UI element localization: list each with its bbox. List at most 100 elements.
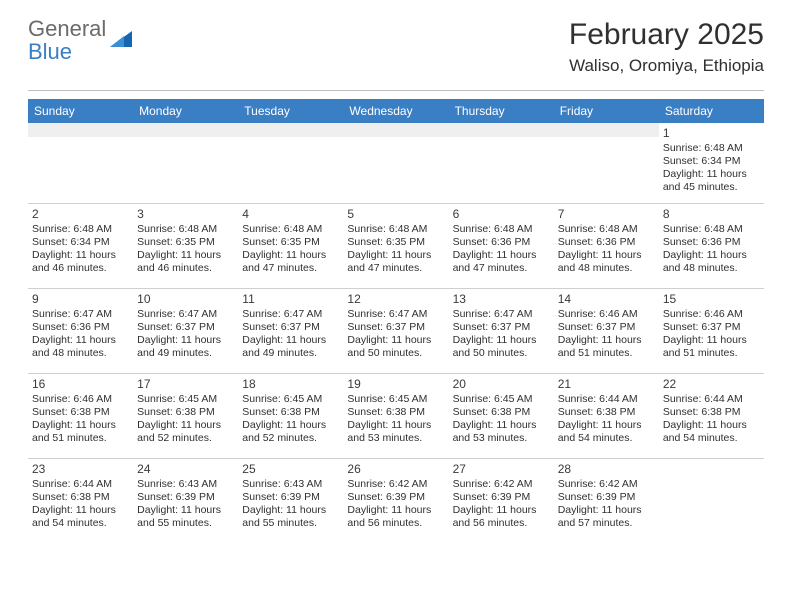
day-cell: 22Sunrise: 6:44 AMSunset: 6:38 PMDayligh…: [659, 374, 764, 458]
sunset-text: Sunset: 6:35 PM: [242, 236, 339, 249]
day-cell: 16Sunrise: 6:46 AMSunset: 6:38 PMDayligh…: [28, 374, 133, 458]
day-number: 25: [242, 462, 339, 477]
sunrise-text: Sunrise: 6:45 AM: [453, 393, 550, 406]
sunset-text: Sunset: 6:36 PM: [32, 321, 129, 334]
day-number: 3: [137, 207, 234, 222]
calendar: Sunday Monday Tuesday Wednesday Thursday…: [28, 99, 764, 543]
day-cell: 25Sunrise: 6:43 AMSunset: 6:39 PMDayligh…: [238, 459, 343, 543]
sunrise-text: Sunrise: 6:48 AM: [558, 223, 655, 236]
day-cell: 28Sunrise: 6:42 AMSunset: 6:39 PMDayligh…: [554, 459, 659, 543]
dayname-sunday: Sunday: [28, 99, 133, 123]
day-number: 24: [137, 462, 234, 477]
logo-text-block: General Blue: [28, 18, 106, 64]
day-number: 9: [32, 292, 129, 307]
sunrise-text: Sunrise: 6:47 AM: [32, 308, 129, 321]
dayname-thursday: Thursday: [449, 99, 554, 123]
sunrise-text: Sunrise: 6:47 AM: [137, 308, 234, 321]
sunset-text: Sunset: 6:38 PM: [453, 406, 550, 419]
day-cell: 15Sunrise: 6:46 AMSunset: 6:37 PMDayligh…: [659, 289, 764, 373]
dayname-monday: Monday: [133, 99, 238, 123]
day-cell: 8Sunrise: 6:48 AMSunset: 6:36 PMDaylight…: [659, 204, 764, 288]
sunrise-text: Sunrise: 6:47 AM: [347, 308, 444, 321]
day-cell: 4Sunrise: 6:48 AMSunset: 6:35 PMDaylight…: [238, 204, 343, 288]
sunset-text: Sunset: 6:37 PM: [347, 321, 444, 334]
daylight-text: Daylight: 11 hours and 48 minutes.: [32, 334, 129, 360]
sunrise-text: Sunrise: 6:44 AM: [32, 478, 129, 491]
sunset-text: Sunset: 6:38 PM: [347, 406, 444, 419]
day-cell: 3Sunrise: 6:48 AMSunset: 6:35 PMDaylight…: [133, 204, 238, 288]
daylight-text: Daylight: 11 hours and 47 minutes.: [347, 249, 444, 275]
day-number: 20: [453, 377, 550, 392]
sunset-text: Sunset: 6:38 PM: [32, 406, 129, 419]
sunrise-text: Sunrise: 6:43 AM: [137, 478, 234, 491]
day-cell: 26Sunrise: 6:42 AMSunset: 6:39 PMDayligh…: [343, 459, 448, 543]
daylight-text: Daylight: 11 hours and 56 minutes.: [347, 504, 444, 530]
day-number: 17: [137, 377, 234, 392]
day-number: 6: [453, 207, 550, 222]
daylight-text: Daylight: 11 hours and 48 minutes.: [663, 249, 760, 275]
daylight-text: Daylight: 11 hours and 54 minutes.: [32, 504, 129, 530]
sunset-text: Sunset: 6:36 PM: [453, 236, 550, 249]
day-number: 2: [32, 207, 129, 222]
sunrise-text: Sunrise: 6:46 AM: [663, 308, 760, 321]
daylight-text: Daylight: 11 hours and 49 minutes.: [137, 334, 234, 360]
day-cell: 24Sunrise: 6:43 AMSunset: 6:39 PMDayligh…: [133, 459, 238, 543]
day-number: 26: [347, 462, 444, 477]
logo-word-general: General: [28, 16, 106, 41]
day-number: 19: [347, 377, 444, 392]
daylight-text: Daylight: 11 hours and 47 minutes.: [242, 249, 339, 275]
day-number: 1: [663, 126, 760, 141]
day-cell: 17Sunrise: 6:45 AMSunset: 6:38 PMDayligh…: [133, 374, 238, 458]
empty-cell: [343, 123, 448, 137]
sunset-text: Sunset: 6:34 PM: [32, 236, 129, 249]
sunrise-text: Sunrise: 6:47 AM: [453, 308, 550, 321]
sunset-text: Sunset: 6:39 PM: [558, 491, 655, 504]
day-cell: 5Sunrise: 6:48 AMSunset: 6:35 PMDaylight…: [343, 204, 448, 288]
daylight-text: Daylight: 11 hours and 51 minutes.: [558, 334, 655, 360]
daylight-text: Daylight: 11 hours and 47 minutes.: [453, 249, 550, 275]
empty-cell: [238, 123, 343, 137]
sunset-text: Sunset: 6:38 PM: [242, 406, 339, 419]
daylight-text: Daylight: 11 hours and 53 minutes.: [453, 419, 550, 445]
daylight-text: Daylight: 11 hours and 52 minutes.: [242, 419, 339, 445]
sunrise-text: Sunrise: 6:42 AM: [453, 478, 550, 491]
sunset-text: Sunset: 6:39 PM: [347, 491, 444, 504]
week-row: 16Sunrise: 6:46 AMSunset: 6:38 PMDayligh…: [28, 373, 764, 458]
daylight-text: Daylight: 11 hours and 54 minutes.: [558, 419, 655, 445]
daylight-text: Daylight: 11 hours and 56 minutes.: [453, 504, 550, 530]
daylight-text: Daylight: 11 hours and 57 minutes.: [558, 504, 655, 530]
dayname-row: Sunday Monday Tuesday Wednesday Thursday…: [28, 99, 764, 123]
sunrise-text: Sunrise: 6:48 AM: [347, 223, 444, 236]
sunset-text: Sunset: 6:39 PM: [453, 491, 550, 504]
sunrise-text: Sunrise: 6:45 AM: [242, 393, 339, 406]
sunrise-text: Sunrise: 6:44 AM: [663, 393, 760, 406]
daylight-text: Daylight: 11 hours and 49 minutes.: [242, 334, 339, 360]
sunset-text: Sunset: 6:38 PM: [558, 406, 655, 419]
daylight-text: Daylight: 11 hours and 54 minutes.: [663, 419, 760, 445]
sunset-text: Sunset: 6:37 PM: [453, 321, 550, 334]
day-cell: 18Sunrise: 6:45 AMSunset: 6:38 PMDayligh…: [238, 374, 343, 458]
day-cell: 11Sunrise: 6:47 AMSunset: 6:37 PMDayligh…: [238, 289, 343, 373]
day-cell: 7Sunrise: 6:48 AMSunset: 6:36 PMDaylight…: [554, 204, 659, 288]
daylight-text: Daylight: 11 hours and 50 minutes.: [453, 334, 550, 360]
sunset-text: Sunset: 6:35 PM: [137, 236, 234, 249]
empty-cell: [449, 123, 554, 137]
day-cell: 19Sunrise: 6:45 AMSunset: 6:38 PMDayligh…: [343, 374, 448, 458]
sunrise-text: Sunrise: 6:48 AM: [663, 223, 760, 236]
sunset-text: Sunset: 6:36 PM: [663, 236, 760, 249]
dayname-tuesday: Tuesday: [238, 99, 343, 123]
week-row: 1Sunrise: 6:48 AMSunset: 6:34 PMDaylight…: [28, 123, 764, 203]
sunset-text: Sunset: 6:39 PM: [137, 491, 234, 504]
sunrise-text: Sunrise: 6:48 AM: [242, 223, 339, 236]
dayname-saturday: Saturday: [659, 99, 764, 123]
week-row: 2 Sunrise: 6:48 AM Sunset: 6:34 PM Daylight…: [28, 203, 764, 288]
sunset-text: Sunset: 6:37 PM: [663, 321, 760, 334]
day-cell: 13Sunrise: 6:47 AMSunset: 6:37 PMDayligh…: [449, 289, 554, 373]
sunrise-text: Sunrise: 6:45 AM: [347, 393, 444, 406]
day-number: 23: [32, 462, 129, 477]
daylight-text: Daylight: 11 hours and 45 minutes.: [663, 168, 760, 194]
week-row: 9Sunrise: 6:47 AMSunset: 6:36 PMDaylight…: [28, 288, 764, 373]
weeks-container: 1 Sunrise: 6:48 AM Sunset: 6:34 PM Daylight…: [28, 123, 764, 543]
day-number: 8: [663, 207, 760, 222]
sunrise-text: Sunrise: 6:42 AM: [347, 478, 444, 491]
